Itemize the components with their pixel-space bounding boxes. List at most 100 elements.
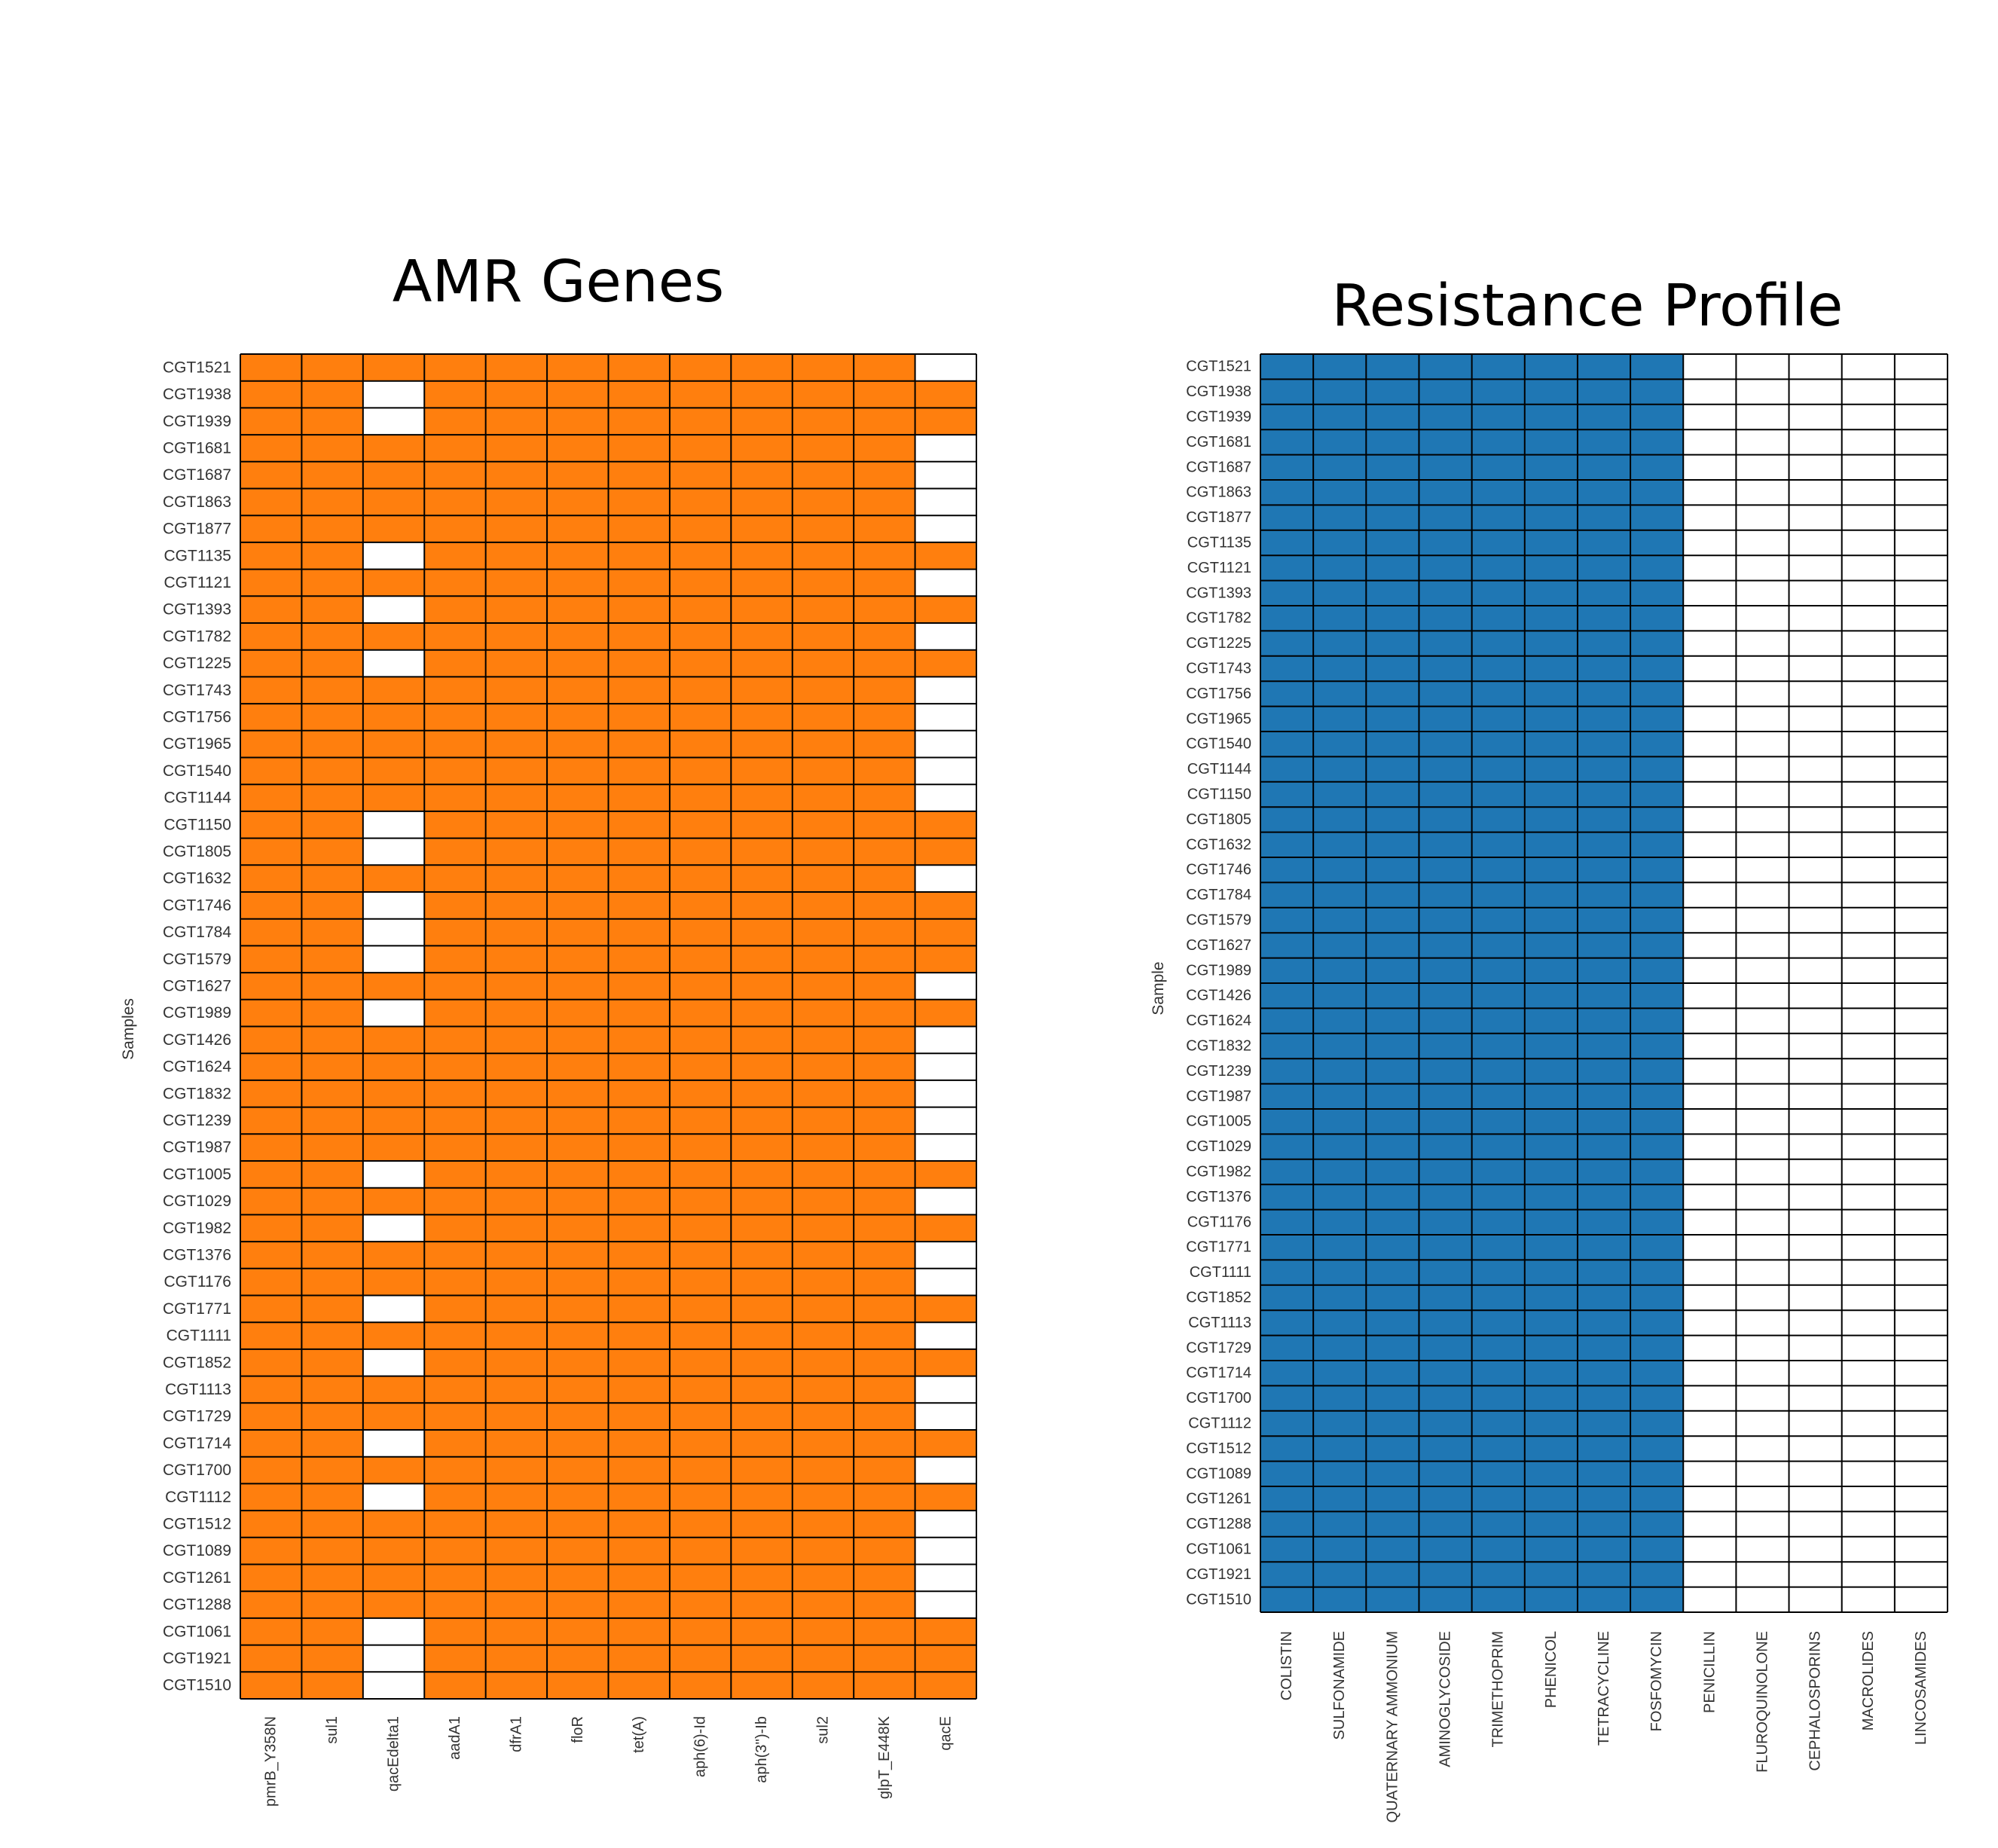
res-cell <box>1736 983 1789 1009</box>
amr-cell <box>669 408 732 435</box>
amr-cell <box>854 1161 915 1188</box>
res-cell <box>1841 756 1896 783</box>
amr-cell <box>240 1645 302 1672</box>
res-cell <box>1577 404 1631 430</box>
amr-cell <box>854 542 915 570</box>
res-x-tick-label: PENICILLIN <box>1701 1631 1718 1713</box>
res-cell <box>1683 1109 1737 1135</box>
res-cell <box>1313 530 1367 556</box>
res-cell <box>1471 706 1526 732</box>
amr-cell <box>547 1161 609 1188</box>
res-cell <box>1841 354 1896 380</box>
amr-y-tick-label: CGT1288 <box>163 1596 231 1614</box>
amr-cell <box>608 1295 671 1323</box>
res-cell <box>1577 706 1631 732</box>
amr-cell <box>424 730 486 758</box>
amr-cell <box>240 838 302 866</box>
amr-cell <box>731 1295 793 1323</box>
amr-cell <box>915 784 977 812</box>
res-cell <box>1894 756 1948 783</box>
res-cell <box>1524 1536 1578 1562</box>
res-cell <box>1736 1083 1789 1110</box>
amr-cell <box>240 649 302 677</box>
res-cell <box>1630 706 1684 732</box>
amr-cell <box>362 730 425 758</box>
res-cell <box>1524 832 1578 858</box>
amr-cell <box>301 1026 364 1054</box>
amr-cell <box>731 1483 793 1511</box>
amr-cell <box>669 515 732 543</box>
res-cell <box>1471 1184 1526 1210</box>
res-cell <box>1789 379 1842 405</box>
amr-y-tick-label: CGT1771 <box>163 1300 231 1318</box>
amr-cell <box>731 945 793 973</box>
amr-cell <box>792 623 854 650</box>
amr-cell <box>731 730 793 758</box>
res-cell <box>1313 983 1367 1009</box>
res-cell <box>1260 1562 1314 1587</box>
res-cell <box>1841 1284 1896 1311</box>
res-cell <box>1260 882 1314 909</box>
res-cell <box>1366 580 1419 606</box>
amr-cell <box>608 1564 671 1592</box>
res-cell <box>1313 555 1367 581</box>
amr-cell <box>301 380 364 408</box>
amr-cell <box>608 1376 671 1404</box>
res-cell <box>1841 1008 1896 1034</box>
res-y-tick-label: CGT1393 <box>1186 585 1251 601</box>
res-cell <box>1313 781 1367 808</box>
res-cell <box>1683 1310 1737 1336</box>
amr-cell <box>854 999 915 1027</box>
amr-cell <box>362 1161 425 1188</box>
res-cell <box>1683 1058 1737 1084</box>
amr-cell <box>792 488 854 516</box>
res-cell <box>1524 530 1578 556</box>
res-cell <box>1524 505 1578 531</box>
amr-cell <box>547 1080 609 1107</box>
amr-cell <box>792 973 854 1000</box>
amr-cell <box>301 1483 364 1511</box>
res-cell <box>1419 1184 1472 1210</box>
amr-cell <box>485 677 548 704</box>
amr-cell <box>301 945 364 973</box>
amr-y-tick-label: CGT1111 <box>166 1327 231 1345</box>
res-cell <box>1260 429 1314 455</box>
res-cell <box>1577 1284 1631 1311</box>
amr-cell <box>608 354 671 381</box>
res-cell <box>1736 631 1789 657</box>
res-cell <box>1789 655 1842 682</box>
res-cell <box>1736 1436 1789 1462</box>
res-cell <box>1577 580 1631 606</box>
amr-cell <box>424 1672 486 1700</box>
res-cell <box>1524 555 1578 581</box>
amr-cell <box>362 1080 425 1107</box>
res-cell <box>1419 781 1472 808</box>
amr-cell <box>362 1107 425 1135</box>
amr-y-tick-label: CGT1805 <box>163 843 231 860</box>
res-cell <box>1841 1310 1896 1336</box>
res-cell <box>1366 1134 1419 1160</box>
amr-cell <box>301 757 364 785</box>
amr-cell <box>915 1322 977 1350</box>
res-cell <box>1524 1134 1578 1160</box>
amr-cell <box>669 945 732 973</box>
res-cell <box>1841 1436 1896 1462</box>
res-cell <box>1683 781 1737 808</box>
res-cell <box>1841 681 1896 707</box>
amr-cell <box>731 1134 793 1162</box>
amr-cell <box>301 1403 364 1431</box>
amr-cell <box>915 623 977 650</box>
res-y-tick-label: CGT1982 <box>1186 1164 1251 1181</box>
amr-cell <box>915 757 977 785</box>
amr-cell <box>731 623 793 650</box>
res-cell <box>1630 1410 1684 1437</box>
amr-cell <box>301 569 364 597</box>
amr-y-tick-label: CGT1921 <box>163 1650 231 1667</box>
res-y-tick-label: CGT1376 <box>1186 1189 1251 1205</box>
amr-cell <box>915 1591 977 1619</box>
res-cell <box>1577 1536 1631 1562</box>
amr-cell <box>547 461 609 489</box>
res-cell <box>1630 1562 1684 1587</box>
amr-cell <box>608 784 671 812</box>
res-cell <box>1683 1284 1737 1311</box>
